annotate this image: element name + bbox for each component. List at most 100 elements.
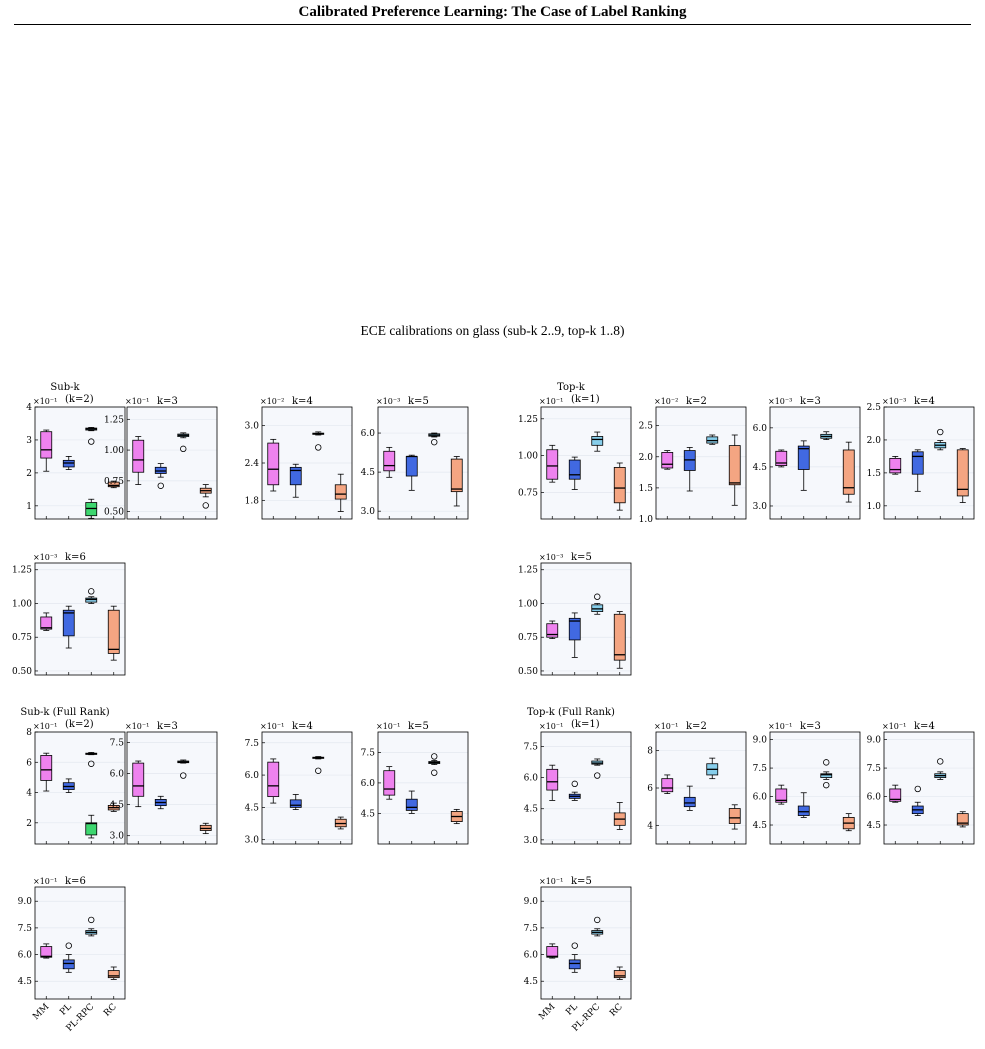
y-tick-label: 2.0 — [639, 453, 654, 463]
box-iqr — [405, 456, 418, 477]
box-iqr — [820, 773, 833, 778]
box-pl-rpc — [312, 756, 325, 774]
box-iqr — [591, 436, 604, 446]
box-iqr — [797, 805, 810, 816]
box-pl-rpc — [591, 758, 604, 779]
y-tick-label: 4.5 — [361, 468, 376, 478]
panel-title: k=5 — [408, 396, 429, 407]
box-iqr — [450, 458, 463, 493]
panel-title: k=5 — [571, 876, 592, 887]
panel-background — [35, 732, 125, 844]
box-iqr — [62, 609, 75, 637]
y-tick-label: 6.0 — [524, 951, 539, 961]
box-panel-12: 3.0 4.5 6.0 7.5×10⁻¹ k=3 — [110, 721, 218, 845]
outlier-point — [594, 772, 601, 779]
y-tick-label: 4.5 — [867, 821, 882, 831]
box-iqr — [546, 623, 559, 638]
box-iqr — [383, 450, 396, 472]
y-tick-label: 2.0 — [867, 436, 882, 446]
y-tick-label: 1.25 — [12, 566, 32, 576]
box-mm — [546, 943, 559, 959]
box-mm — [775, 449, 788, 468]
box-pl-rpc — [820, 431, 833, 440]
box-mm — [40, 752, 53, 792]
outlier-point — [571, 780, 578, 788]
panel-frame — [261, 406, 353, 520]
box-panel-13: 3.0 4.5 6.0 7.5×10⁻¹ k=4 — [245, 721, 353, 846]
panel-title: Sub-k (Full Rank) — [20, 707, 109, 718]
panel-background — [35, 887, 125, 999]
outlier-point — [88, 588, 95, 595]
outlier-point — [88, 438, 95, 445]
box-iqr — [107, 609, 120, 654]
y-tick-label: 1.0 — [867, 502, 882, 512]
box-pl-rpc — [85, 588, 98, 604]
box-iqr — [107, 970, 120, 979]
box-rc — [199, 822, 212, 835]
box-panel-5: 0.50 0.75 1.00 1.25×10⁻³ k=6 — [12, 552, 126, 677]
box-pl-rpc — [934, 758, 947, 780]
y-tick-label: 2 — [26, 469, 32, 479]
panel-frame — [540, 406, 632, 520]
box-panel-17: 4 6 8 ×10⁻¹ k=2 — [647, 721, 747, 845]
box-iqr — [546, 449, 559, 480]
box-pl-rpc — [820, 759, 833, 789]
y-tick-label: 3.0 — [245, 836, 260, 846]
y-tick-label: 0.75 — [12, 633, 32, 643]
axis-multiplier: ×10⁻² — [260, 397, 284, 406]
box-iqr — [62, 959, 75, 970]
running-header-title: Calibrated Preference Learning: The Case… — [298, 4, 687, 20]
y-tick-label: 6 — [26, 758, 32, 768]
panel-title: k=2 — [686, 721, 707, 732]
axis-multiplier: ×10⁻¹ — [882, 722, 906, 731]
outlier-point — [937, 758, 944, 765]
y-tick-label: 1.5 — [639, 484, 654, 494]
panel-subtitle: (k=2) — [65, 394, 94, 405]
panel-title: k=6 — [65, 876, 86, 887]
axis-multiplier: ×10⁻¹ — [33, 722, 57, 731]
y-tick-label: 8 — [647, 747, 653, 757]
panel-frame — [34, 562, 126, 676]
box-mm — [383, 766, 396, 800]
axis-multiplier: ×10⁻¹ — [33, 397, 57, 406]
y-tick-label: 4 — [26, 789, 32, 799]
box-mm — [889, 784, 902, 803]
box-pl-rpc — [177, 759, 190, 779]
box-panel-14: 4.5 6.0 7.5 ×10⁻¹ k=5 — [361, 721, 469, 845]
box-rc — [728, 804, 741, 830]
box-rc — [334, 473, 347, 512]
panel-frame — [655, 731, 747, 845]
box-rc — [450, 456, 463, 507]
box-panel-6: 0.75 1.00 1.25×10⁻¹ Top-k(k=1) — [518, 382, 632, 520]
y-tick-label: 8 — [26, 728, 32, 738]
y-tick-label: 7.5 — [245, 739, 260, 749]
box-panel-1: 1 2 3 4×10⁻¹ Sub-k(k=2) — [26, 382, 126, 520]
panel-title: k=5 — [571, 552, 592, 563]
box-rc — [107, 480, 120, 489]
box-iqr — [842, 449, 855, 495]
panel-background — [35, 407, 125, 519]
box-panel-2: 0.50 0.75 1.00 1.25×10⁻¹ k=3 — [104, 396, 218, 520]
box-panel-11: 2 4 6 8×10⁻¹ Sub-k (Full Rank)(k=2) — [20, 707, 126, 845]
box-pl — [568, 456, 581, 490]
box-iqr — [405, 798, 418, 811]
y-tick-label: 1.5 — [867, 469, 882, 479]
figure-caption: ECE calibrations on glass (sub-k 2..9, t… — [360, 323, 625, 338]
box-iqr — [613, 613, 626, 661]
box-panel-9: 1.0 1.5 2.0 2.5×10⁻³ k=4 — [867, 396, 975, 520]
axis-multiplier: ×10⁻¹ — [654, 722, 678, 731]
box-mm — [546, 444, 559, 483]
y-tick-label: 6.0 — [753, 424, 768, 434]
panel-title: k=4 — [292, 721, 313, 732]
panel-frame — [126, 731, 218, 845]
box-panel-10: 0.50 0.75 1.00 1.25×10⁻³ k=5 — [518, 552, 632, 677]
y-tick-label: 4.5 — [753, 821, 768, 831]
box-rc — [107, 966, 120, 980]
y-tick-label: 2 — [26, 819, 32, 829]
box-pl — [405, 790, 418, 814]
panel-frame — [540, 731, 632, 845]
y-tick-label: 1.25 — [518, 415, 538, 425]
box-pl-rpc-subk — [85, 498, 98, 519]
box-iqr — [546, 946, 559, 958]
